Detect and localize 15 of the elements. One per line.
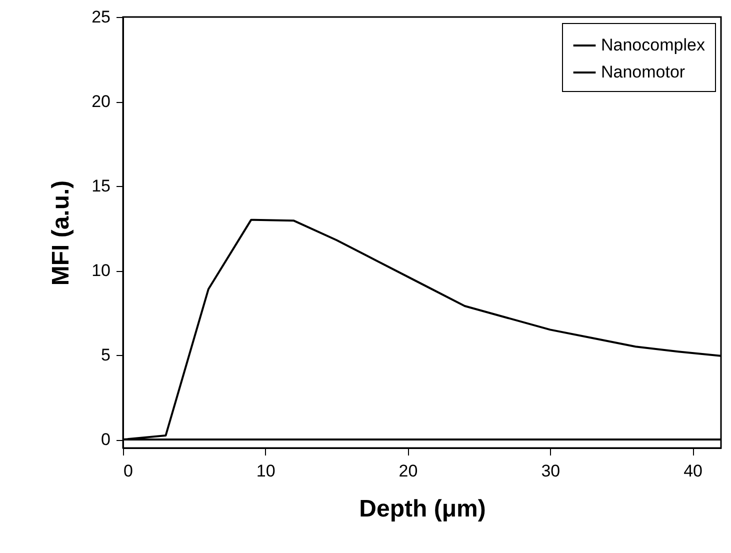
- x-tick-label: 20: [398, 462, 418, 480]
- x-tick-label: 0: [124, 462, 133, 480]
- y-tick-label: 20: [92, 92, 110, 112]
- x-tick-label: 30: [541, 462, 560, 480]
- y-tick-label: 25: [92, 8, 110, 26]
- y-tick-label: 15: [92, 176, 110, 196]
- legend-label: Nanomotor: [601, 62, 686, 82]
- x-tick-label: 10: [256, 462, 276, 480]
- y-tick-label: 0: [101, 430, 110, 450]
- y-axis-title: MFI (a.u.): [48, 180, 75, 286]
- y-tick-label: 10: [92, 261, 110, 280]
- x-axis-title: Depth (μm): [359, 496, 486, 522]
- y-tick-label: 5: [101, 346, 110, 365]
- legend-label: Nanocomplex: [601, 36, 706, 54]
- x-tick-label: 40: [684, 462, 702, 480]
